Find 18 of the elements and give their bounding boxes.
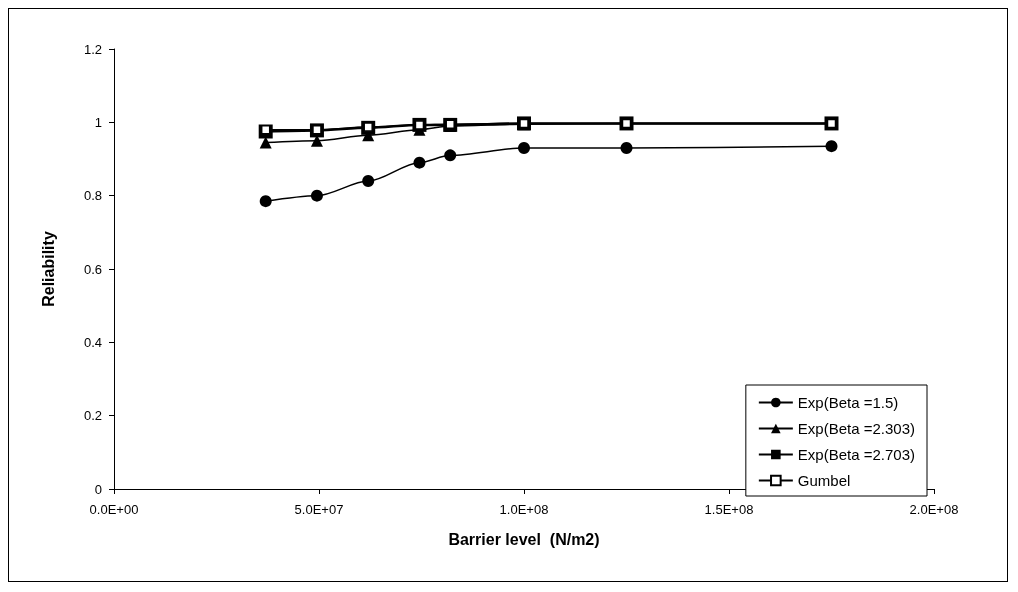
x-axis-title: Barrier level (N/m2) bbox=[448, 530, 600, 548]
x-tick-label: 2.0E+08 bbox=[909, 502, 959, 517]
x-tick-label: 0.0E+00 bbox=[89, 502, 139, 517]
y-tick-label: 1.2 bbox=[83, 41, 102, 57]
y-tick-label: 1 bbox=[94, 114, 102, 130]
x-tick-label: 5.0E+07 bbox=[294, 502, 344, 517]
legend-label: Gumbel bbox=[797, 472, 851, 489]
y-tick-label: 0.8 bbox=[83, 188, 102, 204]
y-tick-label: 0.2 bbox=[83, 408, 102, 424]
legend-label: Exp(Beta =2.703) bbox=[797, 446, 916, 463]
y-axis-title: Reliability bbox=[39, 231, 57, 307]
y-tick-label: 0.4 bbox=[83, 334, 102, 350]
legend-label: Exp(Beta =2.303) bbox=[797, 420, 916, 437]
x-tick-label: 1.0E+08 bbox=[499, 502, 549, 517]
legend-label: Exp(Beta =1.5) bbox=[797, 394, 899, 411]
y-tick-label: 0.6 bbox=[83, 261, 102, 277]
y-tick-label: 0 bbox=[94, 481, 102, 497]
x-tick-label: 1.5E+08 bbox=[704, 502, 754, 517]
